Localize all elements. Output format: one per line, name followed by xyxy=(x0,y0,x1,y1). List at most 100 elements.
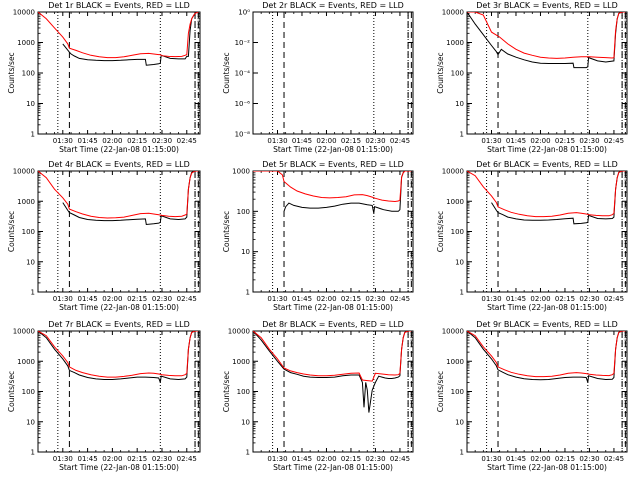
x-tick-label: 01:45 xyxy=(292,295,312,303)
x-tick-label: 02:45 xyxy=(604,137,624,145)
x-tick-label: 02:30 xyxy=(365,137,385,145)
y-tick-label: 1000 xyxy=(446,358,464,366)
y-tick-label: 1000 xyxy=(446,39,464,47)
x-tick-label: 02:15 xyxy=(341,455,361,463)
plot-frame xyxy=(252,11,414,135)
x-tick-label: 01:45 xyxy=(506,295,526,303)
plot-frame xyxy=(37,330,201,453)
x-tick-label: 02:15 xyxy=(127,455,147,463)
x-axis-label: Start Time (22-Jan-08 01:15:00) xyxy=(59,303,179,312)
y-tick-label: 10000 xyxy=(442,168,464,176)
x-tick-label: 01:30 xyxy=(481,455,501,463)
panel-title: Det 8r BLACK = Events, RED = LLD xyxy=(262,320,404,329)
x-axis-label: Start Time (22-Jan-08 01:15:00) xyxy=(273,303,393,312)
y-tick-label: 10 xyxy=(241,248,250,256)
y-axis-label: Counts/sec xyxy=(436,52,445,93)
series-lld xyxy=(38,12,199,59)
x-tick-label: 02:45 xyxy=(390,137,410,145)
series-lld xyxy=(253,331,412,382)
x-tick-label: 02:45 xyxy=(177,295,197,303)
panel-9: Det 9r BLACK = Events, RED = LLD 1 10 100 10… xyxy=(436,320,628,472)
y-tick-label: 10 xyxy=(455,258,464,266)
x-tick-label: 02:00 xyxy=(316,137,336,145)
x-tick-label: 02:15 xyxy=(127,295,147,303)
y-tick-label: 10⁻⁴ xyxy=(235,70,251,78)
series-lld xyxy=(38,331,199,378)
y-axis-label: Counts/sec xyxy=(436,211,445,252)
x-tick-label: 01:45 xyxy=(77,137,97,145)
x-tick-label: 02:00 xyxy=(102,137,122,145)
x-tick-label: 01:45 xyxy=(292,137,312,145)
series-events xyxy=(38,331,199,383)
y-tick-label: 10000 xyxy=(13,168,35,176)
x-tick-label: 01:30 xyxy=(267,455,287,463)
x-tick-label: 02:30 xyxy=(579,455,599,463)
series-events xyxy=(62,12,199,66)
x-axis-label: Start Time (22-Jan-08 01:15:00) xyxy=(487,145,607,154)
x-tick-label: 02:00 xyxy=(316,295,336,303)
series-events xyxy=(253,331,412,413)
panel-title: Det 5r BLACK = Events, RED = LLD xyxy=(262,160,404,169)
x-tick-label: 02:15 xyxy=(555,137,575,145)
x-tick-label: 01:30 xyxy=(53,137,73,145)
x-axis-label: Start Time (22-Jan-08 01:15:00) xyxy=(487,463,607,472)
y-axis-label: Counts/sec xyxy=(7,52,16,93)
y-tick-label: 1000 xyxy=(232,168,250,176)
y-tick-label: 10 xyxy=(26,418,35,426)
panel-title: Det 3r BLACK = Events, RED = LLD xyxy=(476,1,618,10)
x-tick-label: 02:30 xyxy=(579,295,599,303)
panel-title: Det 4r BLACK = Events, RED = LLD xyxy=(48,160,190,169)
y-tick-label: 1 xyxy=(460,131,464,139)
y-tick-label: 100 xyxy=(237,388,250,396)
y-tick-label: 1 xyxy=(246,449,250,457)
x-tick-label: 01:45 xyxy=(506,455,526,463)
x-tick-label: 01:30 xyxy=(267,295,287,303)
y-tick-label: 10 xyxy=(26,100,35,108)
x-axis-label: Start Time (22-Jan-08 01:15:00) xyxy=(59,463,179,472)
y-tick-label: 10⁻⁸ xyxy=(235,131,251,139)
x-tick-label: 02:30 xyxy=(152,295,172,303)
series-lld xyxy=(467,331,626,378)
panel-2: Det 2r BLACK = Events, RED = LLD 10⁻⁸ 10⁻⁶… xyxy=(222,1,414,154)
x-tick-label: 02:45 xyxy=(390,455,410,463)
y-tick-label: 1 xyxy=(246,289,250,297)
x-tick-label: 02:00 xyxy=(530,455,550,463)
x-tick-label: 01:30 xyxy=(481,295,501,303)
plot-frame xyxy=(252,170,414,293)
y-tick-label: 10⁻⁶ xyxy=(235,100,251,108)
x-tick-label: 02:30 xyxy=(365,455,385,463)
x-tick-label: 02:45 xyxy=(390,295,410,303)
x-tick-label: 02:45 xyxy=(604,295,624,303)
x-axis-label: Start Time (22-Jan-08 01:15:00) xyxy=(487,303,607,312)
plot-frame xyxy=(252,330,414,453)
x-tick-label: 02:00 xyxy=(530,295,550,303)
series-lld xyxy=(253,171,412,203)
x-tick-label: 01:45 xyxy=(506,137,526,145)
y-tick-label: 10 xyxy=(241,418,250,426)
y-tick-label: 100 xyxy=(451,388,464,396)
y-axis-label: Counts/sec xyxy=(7,211,16,252)
x-tick-label: 02:30 xyxy=(152,455,172,463)
x-tick-label: 02:00 xyxy=(102,455,122,463)
x-tick-label: 01:30 xyxy=(481,137,501,145)
x-axis-label: Start Time (22-Jan-08 01:15:00) xyxy=(59,145,179,154)
x-tick-label: 01:30 xyxy=(53,455,73,463)
panel-4: Det 4r BLACK = Events, RED = LLD 1 10 100 10… xyxy=(7,160,201,312)
y-tick-label: 100 xyxy=(237,208,250,216)
y-tick-label: 100 xyxy=(22,70,35,78)
plot-frame xyxy=(37,170,201,293)
panel-title: Det 1r BLACK = Events, RED = LLD xyxy=(48,1,190,10)
y-tick-label: 1 xyxy=(31,131,35,139)
x-tick-label: 02:45 xyxy=(604,455,624,463)
x-tick-label: 02:00 xyxy=(530,137,550,145)
x-axis-label: Start Time (22-Jan-08 01:15:00) xyxy=(273,145,393,154)
y-tick-label: 10000 xyxy=(442,9,464,17)
y-tick-label: 1 xyxy=(31,289,35,297)
series-lld xyxy=(38,171,199,219)
y-tick-label: 1000 xyxy=(446,198,464,206)
y-tick-label: 100 xyxy=(22,228,35,236)
y-tick-label: 10000 xyxy=(228,328,250,336)
y-tick-label: 10000 xyxy=(13,328,35,336)
y-tick-label: 10 xyxy=(26,258,35,266)
